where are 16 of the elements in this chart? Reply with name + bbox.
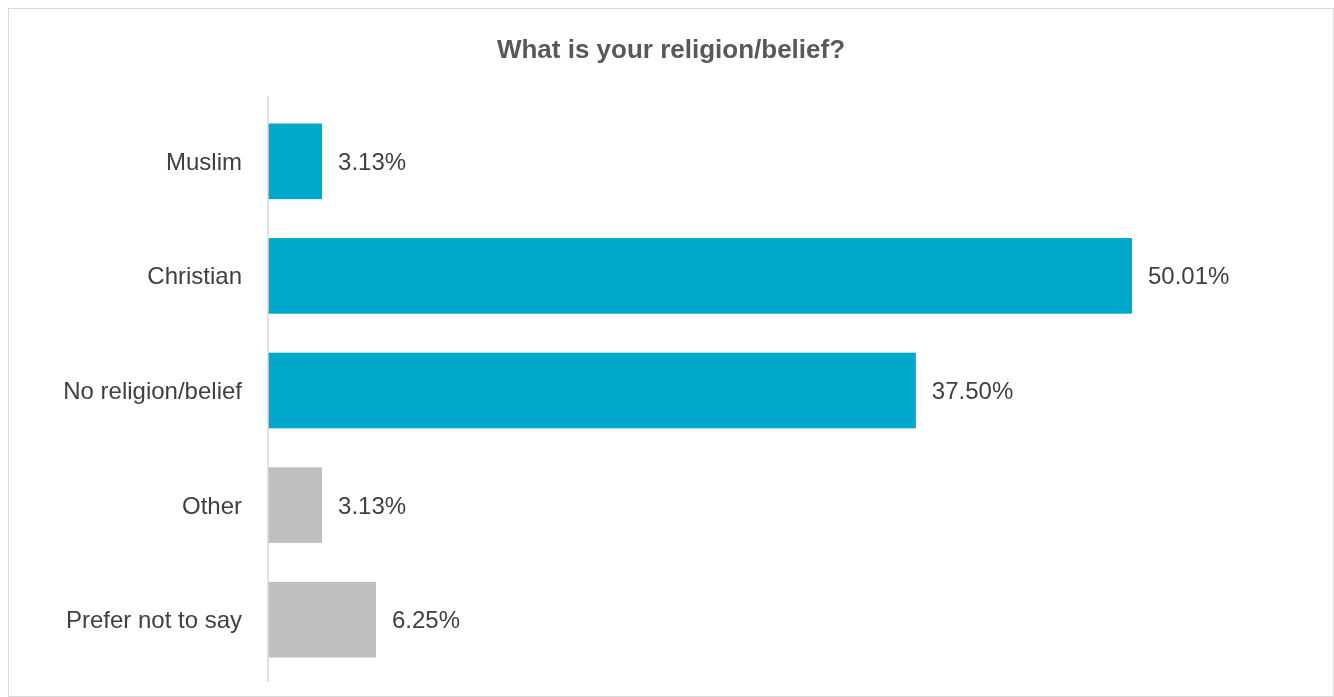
chart-title: What is your religion/belief? — [496, 34, 846, 64]
data-label: 6.25% — [391, 606, 461, 634]
y-tick-label: Muslim — [166, 147, 242, 175]
data-label: 3.13% — [338, 147, 407, 175]
bar — [268, 467, 323, 543]
bar — [268, 352, 916, 429]
y-tick-label: Prefer not to say — [65, 606, 242, 634]
y-tick-label: Christian — [147, 262, 242, 290]
data-label: 37.50% — [931, 376, 1014, 404]
y-tick-label: No religion/belief — [63, 376, 243, 404]
data-label: 50.01% — [1148, 262, 1230, 290]
bar — [268, 581, 376, 658]
data-label: 3.13% — [338, 491, 407, 519]
bar — [268, 123, 323, 200]
bar — [268, 238, 1132, 314]
y-tick-label: Other — [181, 491, 242, 519]
